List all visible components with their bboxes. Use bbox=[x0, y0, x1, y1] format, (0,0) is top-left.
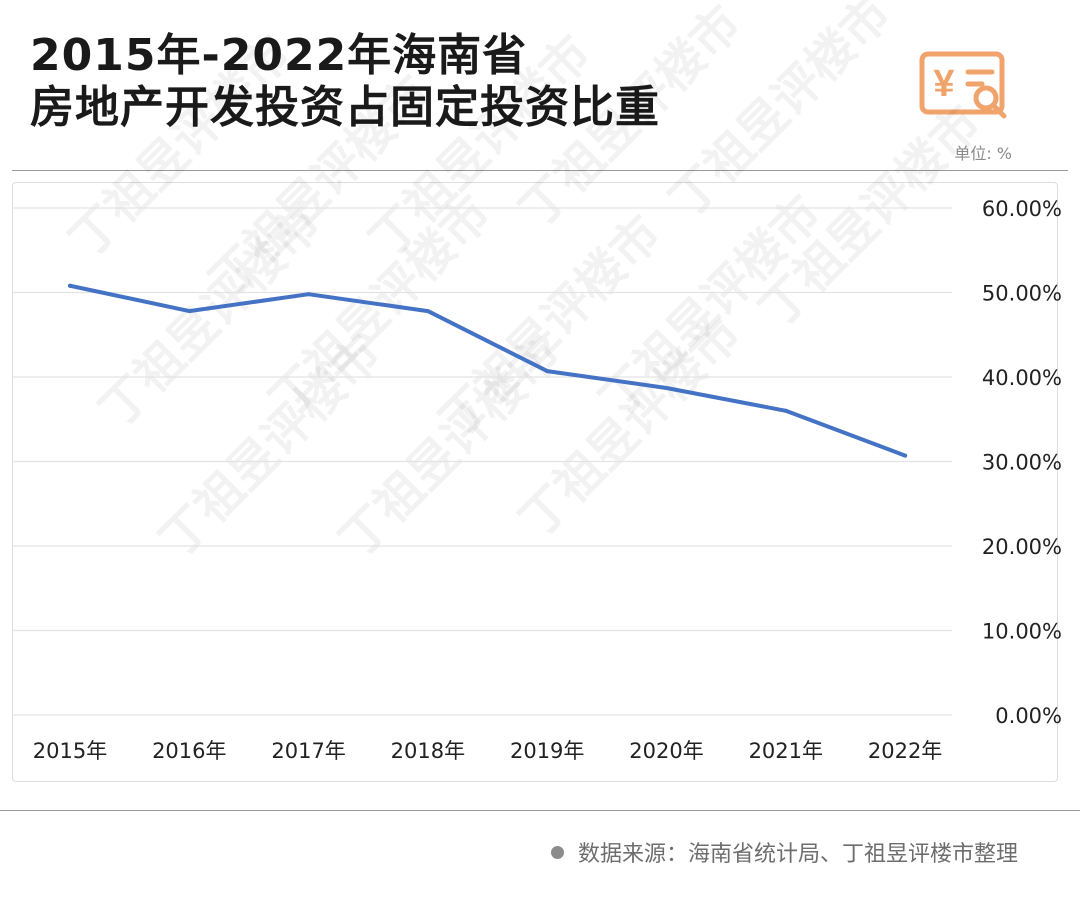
chart-frame bbox=[12, 182, 1058, 782]
data-point bbox=[664, 385, 669, 390]
x-tick-label: 2018年 bbox=[391, 739, 465, 763]
y-tick-label: 30.00% bbox=[982, 451, 1062, 475]
x-tick-label: 2019年 bbox=[510, 739, 584, 763]
y-tick-label: 20.00% bbox=[982, 535, 1062, 559]
data-point bbox=[68, 283, 72, 288]
yen-document-magnifier-icon: ¥ bbox=[919, 51, 1007, 119]
y-tick-label: 40.00% bbox=[982, 366, 1062, 390]
source-note: 数据来源：海南省统计局、丁祖昱评楼市整理 bbox=[550, 836, 1018, 868]
unit-label: 单位: % bbox=[954, 144, 1012, 163]
y-tick-label: 60.00% bbox=[982, 197, 1062, 221]
x-tick-label: 2016年 bbox=[152, 739, 226, 763]
line-chart: 丁祖昱评楼市丁祖昱评楼市丁祖昱评楼市丁祖昱评楼市丁祖昱评楼市丁祖昱评楼市丁祖昱评… bbox=[12, 0, 1062, 763]
gridlines bbox=[12, 207, 952, 716]
x-tick-label: 2017年 bbox=[271, 739, 345, 763]
y-tick-label: 0.00% bbox=[995, 704, 1062, 728]
chart-title-line2: 房地产开发投资占固定投资比重 bbox=[30, 82, 660, 133]
x-tick-label: 2021年 bbox=[749, 739, 823, 763]
y-axis-ticks: 0.00% 10.00% 20.00% 30.00% 40.00% 50.00% 60.00… bbox=[982, 197, 1062, 728]
header-divider bbox=[12, 170, 1068, 171]
source-text: 数据来源：海南省统计局、丁祖昱评楼市整理 bbox=[577, 842, 1018, 867]
y-tick-label: 50.00% bbox=[982, 282, 1062, 306]
data-point bbox=[306, 292, 311, 297]
series-line bbox=[68, 283, 908, 458]
data-point bbox=[425, 309, 430, 314]
data-point bbox=[903, 453, 908, 458]
svg-text:¥: ¥ bbox=[933, 63, 954, 105]
x-tick-label: 2022年 bbox=[868, 739, 942, 763]
chart-title-line1: 2015年-2022年海南省 bbox=[30, 30, 528, 81]
series-layer bbox=[68, 283, 908, 458]
chart-title: 2015年-2022年海南省 房地产开发投资占固定投资比重 bbox=[30, 30, 660, 134]
y-tick-label: 10.00% bbox=[982, 620, 1062, 644]
x-axis-ticks: 2015年 2016年 2017年 2018年 2019年 2020年 2021年 2022年 bbox=[33, 739, 943, 763]
data-point bbox=[545, 369, 550, 374]
watermark-layer: 丁祖昱评楼市丁祖昱评楼市丁祖昱评楼市丁祖昱评楼市丁祖昱评楼市丁祖昱评楼市丁祖昱评… bbox=[59, 0, 992, 568]
data-point bbox=[187, 309, 192, 314]
bullet-dot bbox=[550, 846, 564, 859]
data-point bbox=[783, 408, 788, 413]
x-tick-label: 2015年 bbox=[33, 739, 107, 763]
footer-divider bbox=[0, 810, 1080, 811]
x-tick-label: 2020年 bbox=[629, 739, 703, 763]
